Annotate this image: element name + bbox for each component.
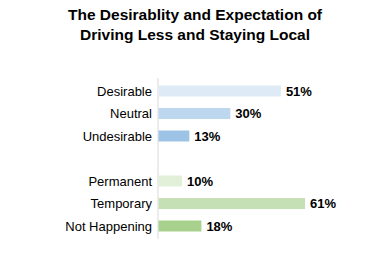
category-label: Temporary <box>91 196 153 211</box>
y-axis-line <box>158 78 159 239</box>
category-label: Undesirable <box>83 129 152 144</box>
data-label: 30% <box>235 106 261 121</box>
data-label: 18% <box>206 219 232 234</box>
chart-container: The Desirablity and Expectation of Drivin… <box>0 0 384 258</box>
bar <box>159 176 183 187</box>
bar <box>159 221 202 232</box>
bar <box>159 198 306 209</box>
title-line: Driving Less and Staying Local <box>80 26 310 43</box>
data-label: 10% <box>187 174 213 189</box>
title-line: The Desirablity and Expectation of <box>68 6 323 23</box>
chart-title: The Desirablity and Expectation of Drivin… <box>68 6 323 43</box>
category-label: Permanent <box>88 174 152 189</box>
data-label: 61% <box>310 196 336 211</box>
bar <box>159 86 281 97</box>
chart-svg: The Desirablity and Expectation of Drivin… <box>0 0 384 258</box>
bars <box>159 86 306 232</box>
bar <box>159 131 190 142</box>
category-label: Neutral <box>110 106 152 121</box>
bar <box>159 108 231 119</box>
category-label: Not Happening <box>65 219 152 234</box>
category-label: Desirable <box>97 84 152 99</box>
data-label: 51% <box>286 84 312 99</box>
data-label: 13% <box>194 129 220 144</box>
